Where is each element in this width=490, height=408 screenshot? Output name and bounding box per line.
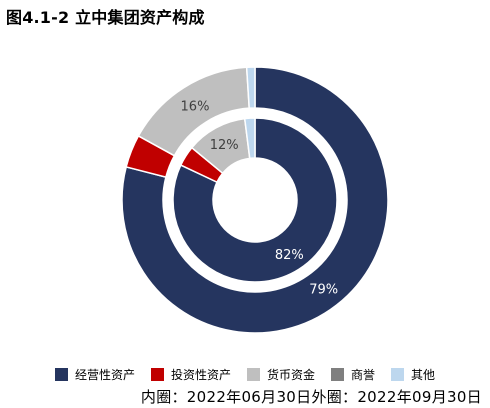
inner-label-2: 12%	[210, 138, 239, 153]
legend-label-other: 其他	[411, 368, 436, 382]
legend-swatch-goodwill	[331, 368, 344, 381]
legend-swatch-operating-assets	[54, 368, 68, 381]
outer-slice-4	[245, 66, 256, 109]
date-footnote: 内圈：2022年06月30日外圈：2022年09月30日	[140, 388, 482, 406]
legend-item-investment-assets: 投资性资产	[150, 366, 231, 383]
legend-item-other: 其他	[391, 366, 435, 383]
legend-swatch-other	[391, 368, 405, 381]
inner-slice-4	[243, 117, 256, 160]
outer-label-0: 79%	[309, 282, 338, 297]
legend-item-cash: 货币资金	[246, 366, 315, 383]
legend-label-operating-assets: 经营性资产	[74, 368, 135, 382]
inner-slice-0	[172, 117, 338, 283]
donut-chart: 79% 16% 82% 12%	[121, 66, 389, 334]
legend-item-operating-assets: 经营性资产	[54, 366, 135, 383]
legend-label-investment-assets: 投资性资产	[170, 368, 231, 382]
legend-label-goodwill: 商誉	[351, 368, 376, 382]
chart-title: 图4.1-2 立中集团资产构成	[6, 8, 205, 27]
legend-item-goodwill: 商誉	[331, 366, 375, 383]
legend-label-cash: 货币资金	[266, 368, 315, 382]
legend-swatch-investment-assets	[150, 368, 164, 381]
outer-slice-0	[121, 66, 389, 334]
outer-label-2: 16%	[181, 99, 210, 114]
legend: 经营性资产 投资性资产 货币资金 商誉 其他	[0, 366, 490, 383]
inner-label-0: 82%	[275, 248, 304, 263]
legend-swatch-cash	[246, 368, 260, 381]
